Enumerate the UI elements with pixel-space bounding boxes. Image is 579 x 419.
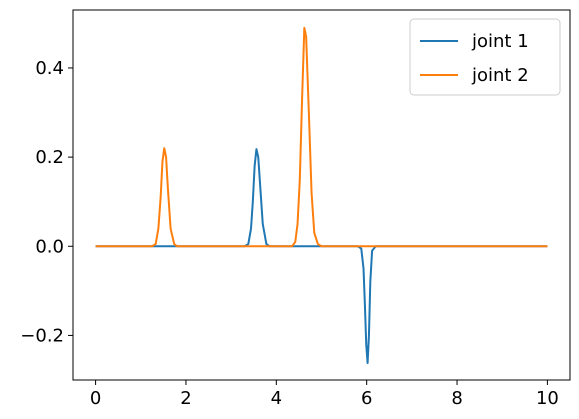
- axes-frame: [72, 9, 571, 381]
- x-tick-label: 0: [90, 388, 101, 409]
- x-tick-label: 8: [451, 388, 462, 409]
- y-tick-label: 0.2: [35, 147, 64, 168]
- x-tick-label: 10: [536, 388, 559, 409]
- x-tick-label: 4: [271, 388, 282, 409]
- x-tick-label: 6: [361, 388, 372, 409]
- y-tick-label: −0.2: [20, 325, 64, 346]
- series-line-2: [95, 26, 548, 248]
- axes: 0 2 4 6 8 10 −0.2 0.0 0.2 0.4: [20, 9, 571, 409]
- legend-label-1: joint 1: [471, 31, 529, 52]
- y-tick-label: 0.4: [35, 58, 64, 79]
- plot-area: [95, 26, 548, 365]
- y-tick-label: 0.0: [35, 236, 64, 257]
- x-tick-label: 2: [180, 388, 191, 409]
- legend: joint 1 joint 2: [409, 18, 561, 96]
- series-line-1: [95, 148, 548, 365]
- legend-label-2: joint 2: [471, 65, 529, 86]
